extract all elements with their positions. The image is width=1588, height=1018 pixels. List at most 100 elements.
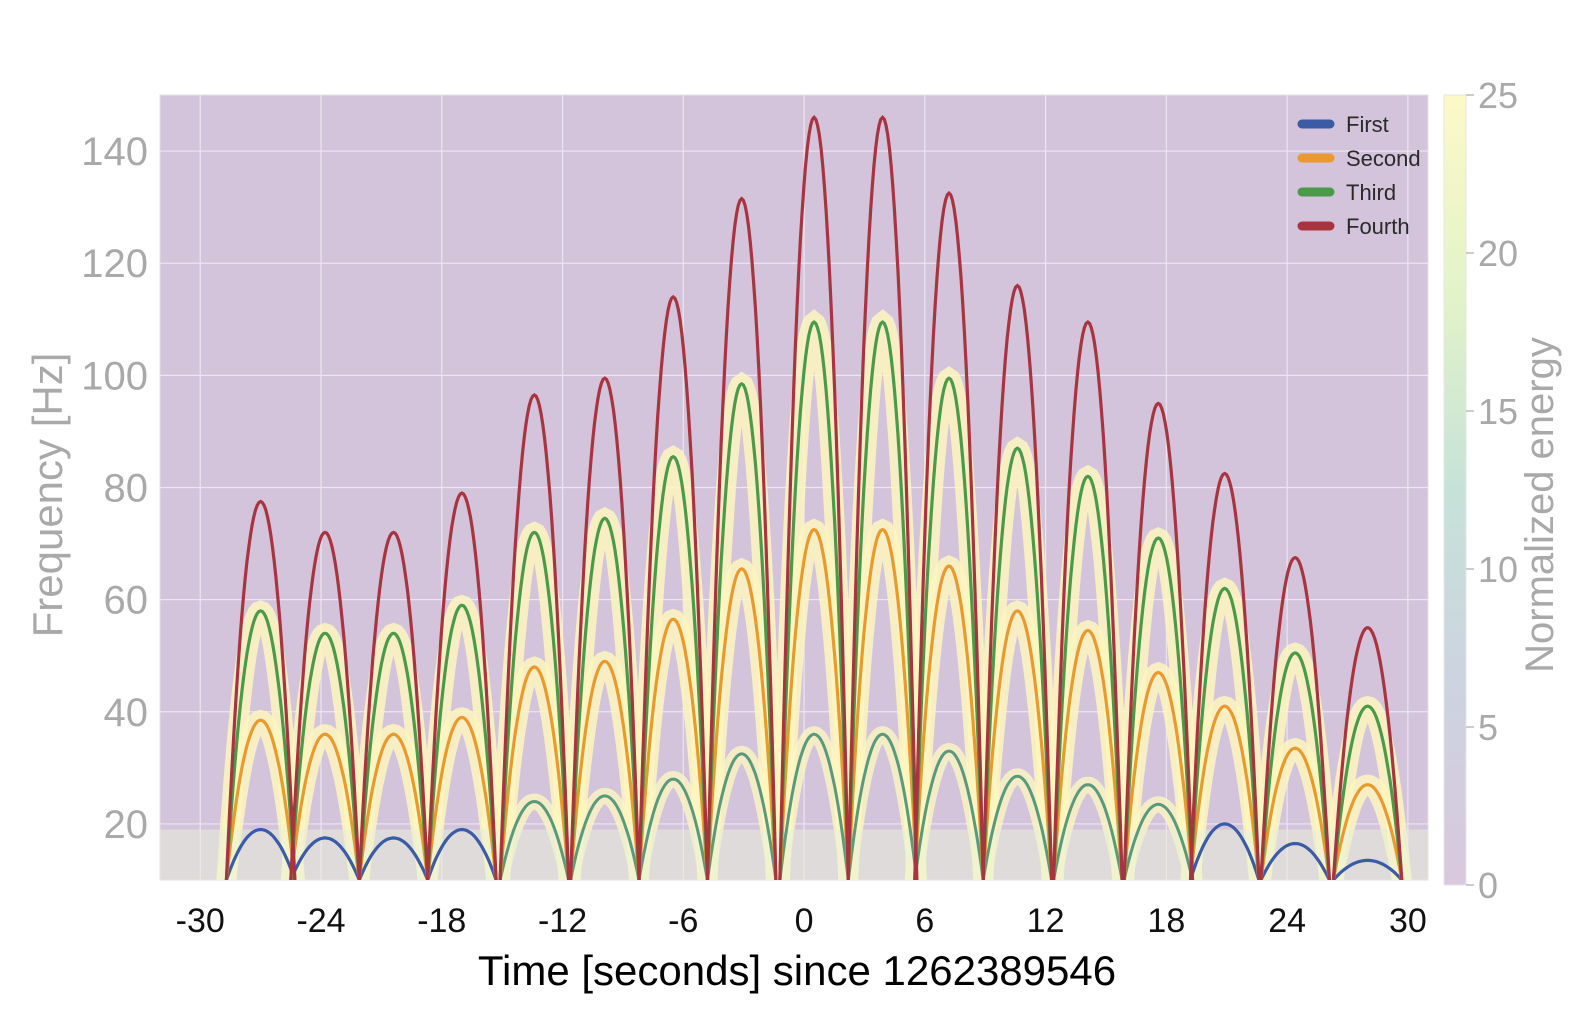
y-axis-label: Frequency [Hz] [24,353,71,638]
y-tick-label: 120 [81,242,148,286]
series-arch-second [705,567,778,880]
series-arch-fourth [357,530,430,880]
series-arch-fourth [498,393,571,880]
series-arch-second [289,732,361,880]
series-arch-second [637,617,710,880]
secondary-arch [913,749,985,880]
series-arch-third [289,631,361,880]
x-tick-label: -30 [176,902,225,940]
series-arch-fourth [289,530,361,880]
series-arch-second [224,718,297,880]
series-arch-second [569,659,641,880]
x-axis-ticks: -30 -24 -18 -12 -6 0 6 12 18 24 30 [176,902,1427,940]
series-arch-fourth [569,376,641,880]
series-arch-first [1259,842,1331,880]
colorbar-tick-label: 10 [1478,549,1518,590]
secondary-arch [1122,802,1194,880]
series-arch-fourth [637,294,710,880]
series-arch-second [357,732,430,880]
series-arch-first [426,827,498,880]
y-tick-label: 20 [104,803,149,847]
series-arch-third [1259,651,1331,880]
secondary-arch [498,799,571,880]
legend-label: Fourth [1346,214,1410,239]
series-arch-second [846,527,919,880]
series-arch-first [289,836,361,880]
x-tick-label: 12 [1027,902,1065,940]
colorbar-tick-label: 5 [1478,707,1498,748]
series-arch-second [778,527,850,880]
series-arch-third [1122,536,1195,880]
series-arch-fourth [981,283,1054,880]
secondary-arch [778,732,850,880]
series-arch-third [498,530,571,880]
series-arch-third [846,320,919,880]
x-tick-label: -24 [296,902,345,940]
x-tick-label: -6 [668,902,698,940]
series-arch-second [1052,628,1124,880]
series-arch-third [224,609,297,880]
series-arch-third [637,454,710,880]
legend-label: Third [1346,180,1396,205]
series-arch-second [1122,670,1195,880]
y-tick-label: 60 [104,579,149,623]
series-arch-fourth [1052,320,1124,880]
series-arch-second [1331,783,1404,880]
series-arch-third [913,376,985,880]
series-arch-third [705,381,778,880]
series-arch-second [913,564,985,880]
series-arch-third [426,603,498,880]
colorbar-tick-label: 15 [1478,391,1518,432]
x-tick-label: -18 [417,902,466,940]
x-tick-label: -12 [538,902,587,940]
series-arch-fourth [224,499,297,880]
x-axis-label: Time [seconds] since 1262389546 [478,947,1116,994]
secondary-arch [846,732,919,880]
harmonic-curves [224,115,1404,880]
series-arch-third [981,446,1054,880]
series-arch-fourth [913,190,985,880]
series-arch-fourth [846,115,919,880]
secondary-arch [981,774,1054,880]
series-arch-first [1332,858,1403,880]
secondary-arch [1052,783,1124,880]
colorbar-tick-label: 25 [1478,75,1518,116]
series-arch-fourth [426,491,498,880]
low-frequency-energy [160,829,1428,880]
series-arch-third [569,516,641,880]
x-tick-label: 6 [915,902,934,940]
y-tick-label: 40 [104,691,149,735]
colorbar [1443,94,1467,886]
series-arch-third [1188,586,1261,880]
series-arch-fourth [778,115,850,880]
series-arch-second [1259,746,1331,880]
series-arch-first [357,836,430,880]
series-arch-first [1188,822,1261,880]
colorbar-tick-label: 0 [1478,865,1498,906]
series-arch-second [426,715,498,880]
y-tick-label: 140 [81,130,148,174]
series-arch-first [224,827,297,880]
y-tick-label: 100 [81,354,148,398]
series-arch-fourth [1188,471,1261,880]
series-arch-third [778,320,850,880]
series-arch-fourth [1259,555,1331,880]
series-arch-second [981,609,1054,880]
colorbar-ticks: 0 5 10 15 20 25 [1466,75,1518,906]
series-arch-second [1188,704,1261,880]
secondary-arch [706,752,778,880]
x-tick-label: 0 [795,902,814,940]
series-arch-fourth [1122,401,1195,880]
legend-label: First [1346,112,1389,137]
x-tick-label: 24 [1268,902,1306,940]
x-tick-label: 18 [1147,902,1185,940]
colorbar-label: Normalized energy [1518,337,1562,673]
series-arch-fourth [1331,626,1404,880]
y-tick-label: 80 [104,467,149,511]
x-tick-label: 30 [1389,902,1427,940]
secondary-arch [569,794,641,880]
secondary-arch [637,777,709,880]
series-arch-second [498,665,571,880]
legend: First Second Third Fourth [1297,112,1421,239]
